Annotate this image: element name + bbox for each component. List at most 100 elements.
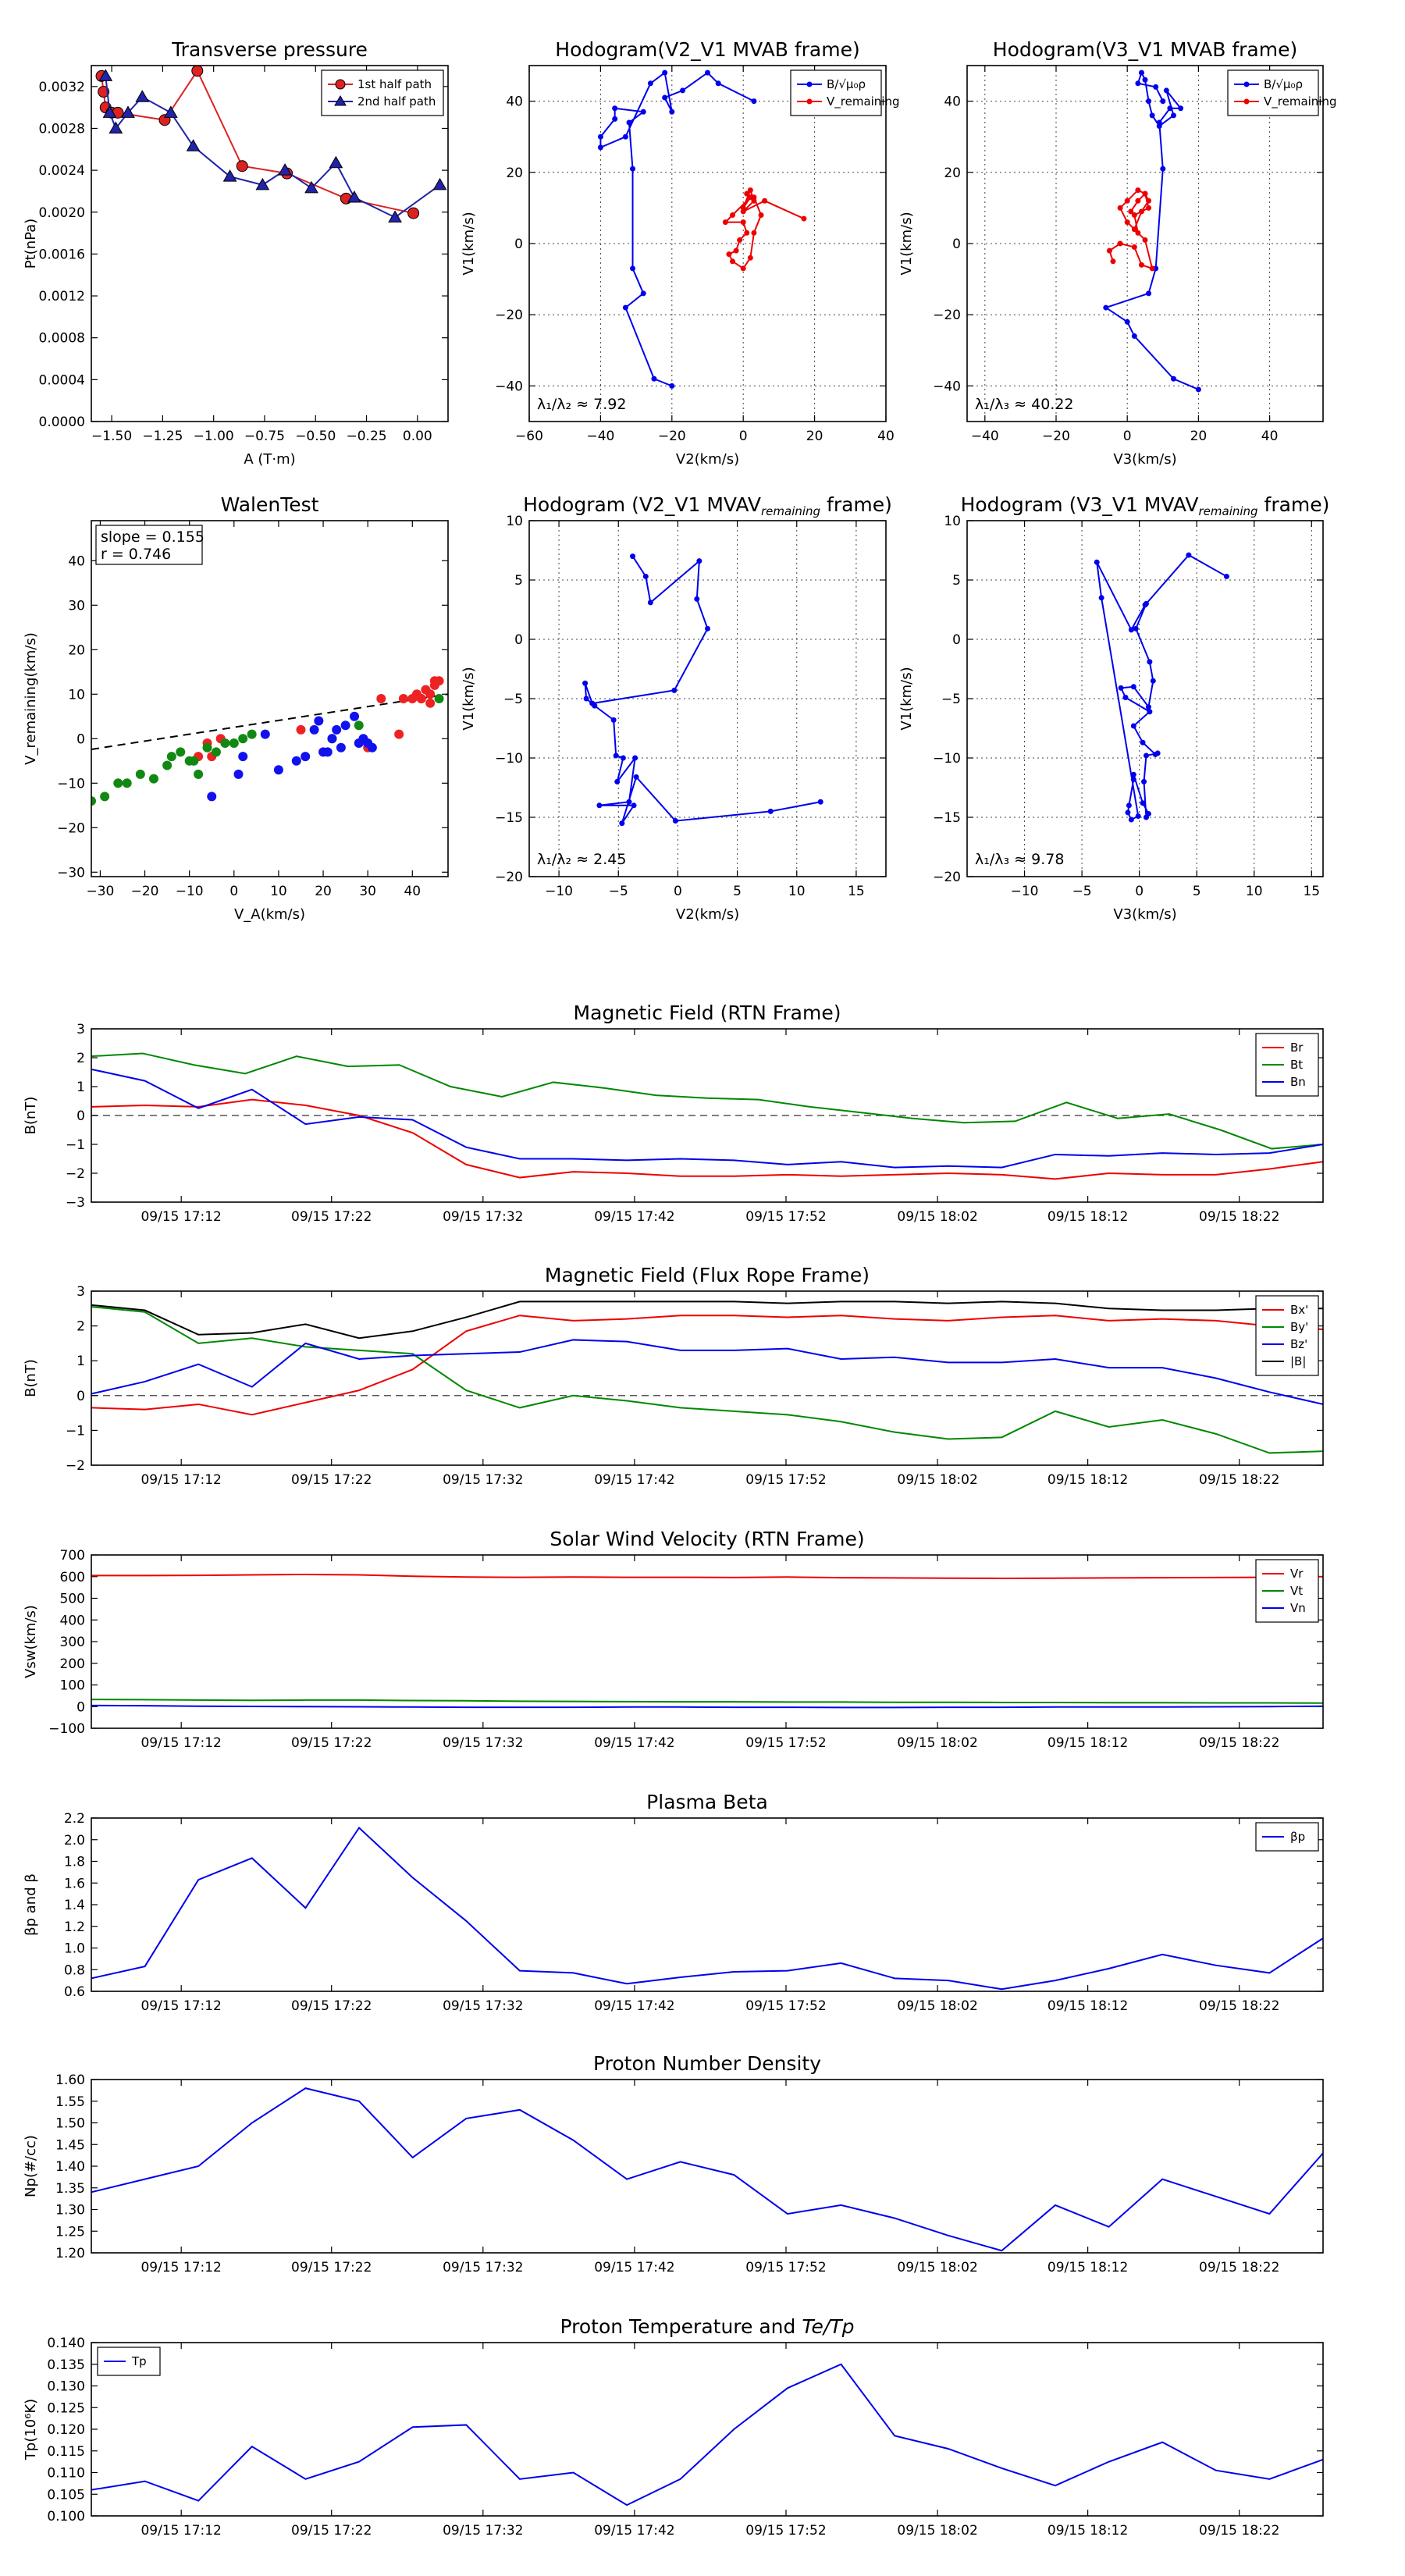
hodo_v3_mvab-point bbox=[1124, 197, 1130, 204]
hodo_v3_mvav-point bbox=[1150, 678, 1156, 684]
hodo_v2_mvab-point bbox=[630, 165, 636, 172]
hodo_v3_mvab-point bbox=[1135, 187, 1141, 194]
mag_fr-series-line-3 bbox=[91, 1300, 1323, 1340]
hodo_v3_mvab-xlabel: V3(km/s) bbox=[1113, 451, 1176, 468]
hodo_v3_mvab-point bbox=[1146, 197, 1152, 204]
hodo_v2_mvav-xtick-label: 0 bbox=[674, 884, 682, 899]
np-xtick-label: 09/15 17:12 bbox=[140, 2260, 221, 2275]
transverse-point bbox=[222, 169, 237, 182]
tp-xtick-label: 09/15 17:12 bbox=[140, 2523, 221, 2539]
hodo_v3_mvav-ylabel: V1(km/s) bbox=[898, 667, 915, 730]
hodo_v2_mvab-point bbox=[729, 212, 735, 219]
walen-ylabel: V_remaining(km/s) bbox=[23, 632, 39, 765]
hodo_v3_mvav-point bbox=[1128, 627, 1134, 633]
hodo_v2_mvav-plot-area bbox=[582, 553, 823, 827]
hodo_v2_mvab-xtick-label: 0 bbox=[739, 429, 748, 444]
hodo_v3_mvab-legend bbox=[1227, 69, 1319, 116]
mag_fr-legend bbox=[1255, 1295, 1319, 1376]
transverse-legend-label: 2nd half path bbox=[357, 94, 436, 109]
hodo_v2_mvab-point bbox=[737, 237, 743, 243]
tp-title: Proton Temperature and Te/Tp bbox=[560, 2315, 855, 2338]
hodo_v3_mvab-point bbox=[1124, 219, 1130, 226]
hodo_v3_mvab-point bbox=[1149, 112, 1155, 119]
walen-point bbox=[425, 689, 436, 699]
transverse-ytick-label: 0.0016 bbox=[39, 247, 85, 262]
np-xtick-label: 09/15 17:32 bbox=[443, 2260, 523, 2275]
hodo_v2_mvab-point bbox=[662, 94, 668, 101]
transverse-point bbox=[98, 69, 113, 81]
mag_rtn-xtick-label: 09/15 18:02 bbox=[897, 1209, 977, 1225]
transverse-point bbox=[407, 207, 420, 219]
mag_fr-legend-label: Bx' bbox=[1290, 1303, 1308, 1317]
hodo_v2_mvab-point bbox=[622, 304, 628, 311]
beta-plot-area bbox=[91, 1826, 1323, 1991]
mag_rtn-xtick-label: 09/15 18:22 bbox=[1199, 1209, 1279, 1225]
beta-ytick-label: 1.0 bbox=[64, 1941, 85, 1957]
walen-ytick-label: 10 bbox=[68, 687, 85, 703]
walen-point bbox=[309, 724, 319, 735]
transverse-point bbox=[186, 139, 201, 151]
walen-point bbox=[416, 694, 426, 703]
hodo_v3_mvab-frame bbox=[966, 65, 1324, 422]
vsw-xtick-label: 09/15 18:12 bbox=[1048, 1735, 1128, 1751]
transverse-xtick-label: −0.25 bbox=[346, 429, 386, 444]
hodo_v3_mvab-point bbox=[1167, 105, 1173, 112]
walen-point bbox=[425, 698, 436, 708]
hodo_v3_mvab-point bbox=[1138, 208, 1144, 215]
hodo_v2_mvab-point bbox=[612, 116, 618, 122]
walen-point bbox=[354, 720, 364, 731]
walen-point bbox=[394, 729, 404, 739]
walen-point bbox=[301, 752, 311, 762]
hodo_v3_mvav-xtick-label: 15 bbox=[1303, 884, 1320, 899]
hodo_v2_mvab-point bbox=[626, 119, 632, 126]
hodo_v2_mvab-point bbox=[729, 258, 735, 265]
walen-point bbox=[322, 747, 333, 757]
hodo_v3_mvab-point bbox=[1142, 237, 1148, 243]
hodo_v2_mvav-point bbox=[642, 573, 649, 579]
walen-xtick-label: −10 bbox=[176, 884, 204, 899]
mag_rtn-xtick-label: 09/15 17:52 bbox=[745, 1209, 826, 1225]
mag_rtn-ylabel: B(nT) bbox=[23, 1097, 39, 1135]
hodo_v3_mvab-point bbox=[1146, 205, 1152, 211]
hodo_v2_mvab-annotation: λ₁/λ₂ ≈ 7.92 bbox=[537, 396, 626, 413]
tp-frame bbox=[91, 2342, 1324, 2517]
hodo_v3_mvav-point bbox=[1186, 552, 1192, 558]
hodo_v2_mvav-point bbox=[696, 558, 702, 564]
hodo_v3_mvab-point bbox=[1142, 76, 1148, 83]
beta-ytick-label: 2.2 bbox=[64, 1811, 85, 1827]
hodo_v2_mvab-point bbox=[612, 105, 618, 112]
hodo_v2_mvab-legend bbox=[790, 69, 882, 116]
hodo_v3_mvab-point bbox=[1160, 165, 1166, 172]
transverse-xtick-label: −0.50 bbox=[295, 429, 336, 444]
transverse-ytick-label: 0.0020 bbox=[39, 205, 85, 221]
beta-ytick-label: 1.4 bbox=[64, 1898, 85, 1913]
transverse-ytick-label: 0.0008 bbox=[39, 331, 85, 347]
mag_fr-xtick-label: 09/15 17:52 bbox=[745, 1472, 826, 1488]
hodo_v2_mvab-point bbox=[651, 375, 657, 382]
hodo_v3_mvab-ylabel: V1(km/s) bbox=[898, 212, 915, 275]
beta-xtick-label: 09/15 17:52 bbox=[745, 1998, 826, 2014]
vsw-legend-label: Vt bbox=[1290, 1584, 1303, 1598]
hodo_v2_mvab-point bbox=[751, 229, 757, 236]
walen-point bbox=[332, 724, 342, 735]
hodo_v3_mvav-point bbox=[1094, 559, 1100, 565]
hodo_v2_mvab-point bbox=[762, 197, 768, 204]
walen-ytick-label: 30 bbox=[68, 598, 85, 614]
mag_fr-legend-label: By' bbox=[1290, 1320, 1308, 1334]
hodo_v2_mvab-point bbox=[801, 215, 807, 222]
mag_fr-xtick-label: 09/15 17:12 bbox=[140, 1472, 221, 1488]
hodo_v2_mvav-ytick-label: −20 bbox=[495, 870, 523, 885]
beta-ytick-label: 0.8 bbox=[64, 1962, 85, 1978]
transverse-xtick-label: −1.25 bbox=[142, 429, 183, 444]
walen-point bbox=[211, 747, 221, 757]
hodo_v2_mvab-point bbox=[747, 187, 753, 194]
transverse-point bbox=[347, 190, 361, 203]
mag_fr-ylabel: B(nT) bbox=[23, 1359, 39, 1397]
hodo_v2_mvav-point bbox=[632, 755, 638, 761]
mag_fr-ytick-label: 2 bbox=[76, 1319, 85, 1335]
hodo_v3_mvav-point bbox=[1098, 595, 1104, 601]
hodo_v3_mvab-ytick-label: 40 bbox=[944, 94, 961, 110]
mag_fr-legend-label: |B| bbox=[1290, 1354, 1306, 1368]
hodo_v2_mvab-legend-label: V_remaining bbox=[827, 94, 900, 109]
hodo_v3_mvab-point bbox=[1131, 244, 1137, 251]
